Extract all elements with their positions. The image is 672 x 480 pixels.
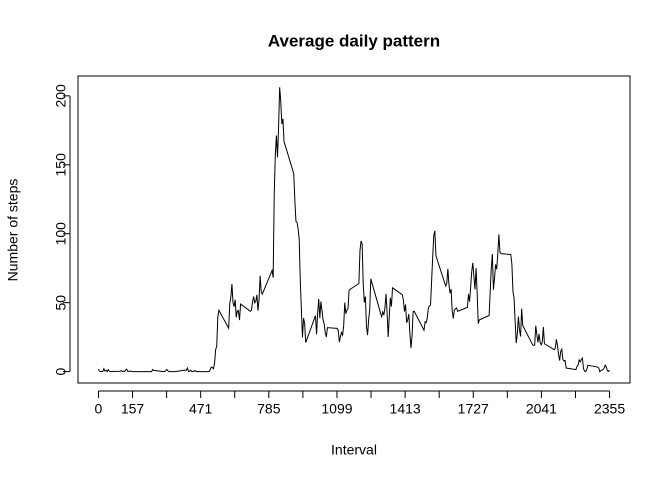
y-axis-label: Number of steps	[5, 179, 21, 282]
x-axis-label: Interval	[331, 442, 377, 458]
x-tick-label: 1727	[458, 401, 489, 417]
x-tick-label: 1099	[321, 401, 352, 417]
plot-box	[77, 75, 631, 384]
y-tick-label: 50	[53, 295, 69, 311]
x-tick-label: 0	[95, 401, 103, 417]
chart-title: Average daily pattern	[268, 31, 440, 50]
x-tick-label: 1413	[390, 401, 421, 417]
x-tick-label: 2355	[594, 401, 625, 417]
y-tick-label: 150	[53, 153, 69, 177]
x-tick-label: 2041	[526, 401, 557, 417]
y-tick-label: 100	[53, 222, 69, 246]
x-tick-label: 785	[257, 401, 281, 417]
x-tick-label: 471	[189, 401, 213, 417]
y-tick-label: 200	[53, 84, 69, 108]
y-tick-label: 0	[53, 368, 69, 376]
x-tick-label: 157	[121, 401, 145, 417]
data-line	[98, 87, 610, 373]
